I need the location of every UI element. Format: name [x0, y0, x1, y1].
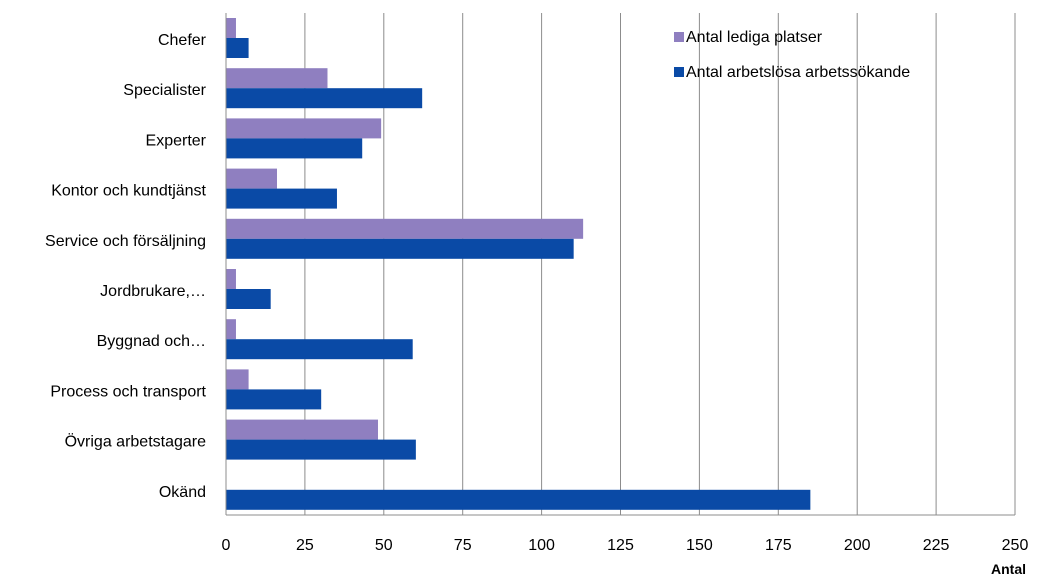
- x-tick-label: 175: [765, 537, 792, 554]
- bar-arbetslosa: [226, 138, 363, 159]
- bar-lediga-platser: [226, 419, 378, 440]
- bar-lediga-platser: [226, 319, 236, 340]
- bar-lediga-platser: [226, 369, 249, 390]
- bar-lediga-platser: [226, 269, 236, 289]
- bar-lediga-platser: [226, 218, 584, 239]
- bar-arbetslosa: [226, 38, 249, 58]
- legend-swatch: [674, 67, 684, 77]
- category-label: Jordbrukare,…: [100, 283, 206, 300]
- legend-swatch: [674, 32, 684, 42]
- x-tick-label: 0: [222, 537, 231, 554]
- bar-lediga-platser: [226, 68, 328, 89]
- category-label: Process och transport: [50, 383, 206, 400]
- bar-lediga-platser: [226, 168, 277, 189]
- x-tick-label: 225: [923, 537, 950, 554]
- legend: Antal lediga platser Antal arbetslösa arb…: [674, 29, 910, 81]
- category-label: Chefer: [158, 32, 207, 49]
- category-label: Specialister: [123, 82, 206, 99]
- legend-label: Antal lediga platser: [686, 29, 823, 46]
- bar-arbetslosa: [226, 489, 811, 510]
- x-tick-label: 50: [375, 537, 393, 554]
- bar-lediga-platser: [226, 118, 382, 139]
- category-labels: Chefer Specialister Experter Kontor och kun…: [45, 32, 207, 501]
- bars: [226, 18, 811, 510]
- category-label: Service och försäljning: [45, 233, 206, 250]
- x-tick-label: 250: [1002, 537, 1029, 554]
- category-label: Okänd: [159, 484, 206, 501]
- x-axis-title: Antal: [991, 561, 1026, 577]
- category-label: Experter: [146, 132, 207, 149]
- x-tick-labels: 0 25 50 75 100 125 150 175 200 225 250: [222, 537, 1029, 554]
- x-tick-label: 150: [686, 537, 713, 554]
- category-label: Byggnad och…: [97, 333, 206, 350]
- category-label: Övriga arbetstagare: [65, 433, 207, 451]
- bar-arbetslosa: [226, 339, 413, 360]
- x-tick-label: 125: [607, 537, 634, 554]
- x-tick-label: 25: [296, 537, 314, 554]
- bar-arbetslosa: [226, 188, 337, 209]
- bar-arbetslosa: [226, 289, 271, 309]
- bar-arbetslosa: [226, 88, 423, 109]
- bar-arbetslosa: [226, 238, 574, 259]
- bar-lediga-platser: [226, 18, 236, 38]
- x-tick-label: 100: [528, 537, 555, 554]
- bar-arbetslosa: [226, 439, 416, 460]
- category-label: Kontor och kundtjänst: [51, 183, 206, 200]
- x-tick-label: 75: [454, 537, 472, 554]
- legend-label: Antal arbetslösa arbetssökande: [686, 64, 910, 81]
- bar-arbetslosa: [226, 389, 322, 410]
- x-tick-label: 200: [844, 537, 871, 554]
